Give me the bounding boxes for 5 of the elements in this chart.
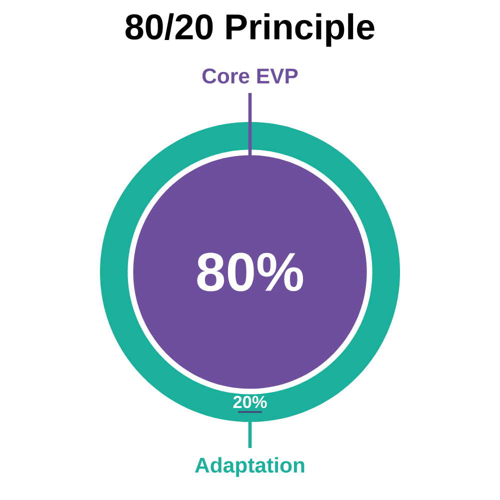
data-label: 20% <box>233 396 267 408</box>
data-label: 80% <box>197 252 304 292</box>
category-label: Core EVP <box>202 68 298 84</box>
text: 80/20 Principle <box>126 13 374 47</box>
category-label: Adaptation <box>195 457 304 477</box>
